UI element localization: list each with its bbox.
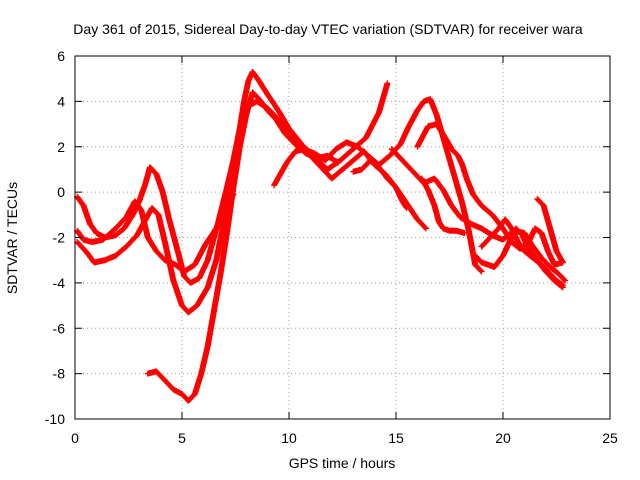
series-track-3 (74, 191, 237, 275)
data-points (414, 121, 566, 268)
series-track-7 (414, 121, 566, 268)
y-tick-label: -10 (45, 411, 65, 427)
y-tick-label: -2 (53, 230, 66, 246)
chart-title: Day 361 of 2015, Sidereal Day-to-day VTE… (73, 21, 583, 37)
series-track-10 (418, 175, 468, 236)
x-tick-label: 10 (281, 430, 297, 446)
y-tick-label: -6 (53, 320, 66, 336)
y-tick-label: 2 (57, 139, 65, 155)
y-tick-label: -8 (53, 366, 66, 382)
y-tick-label: -4 (53, 275, 66, 291)
data-points (418, 175, 468, 236)
grid-lines (75, 56, 610, 419)
data-points (350, 157, 410, 211)
series-track-11 (534, 195, 566, 266)
x-tick-label: 5 (178, 430, 186, 446)
x-tick-label: 20 (495, 430, 511, 446)
data-series (74, 68, 569, 404)
x-tick-label: 25 (602, 430, 618, 446)
data-points (144, 89, 342, 404)
y-tick-label: 4 (57, 93, 65, 109)
x-tick-label: 15 (388, 430, 404, 446)
axis-ticks: 0 5 10 15 20 25 -10 -8 -6 -4 -2 0 2 4 6 (45, 48, 618, 446)
data-points (472, 225, 566, 291)
data-points (74, 191, 237, 275)
series-track-4 (144, 89, 342, 404)
data-points (534, 195, 566, 266)
x-tick-label: 0 (71, 430, 79, 446)
y-tick-label: 6 (57, 48, 65, 64)
x-axis-label: GPS time / hours (289, 455, 396, 471)
series-track-9 (472, 225, 566, 291)
y-axis-label: SDTVAR / TECUs (4, 182, 20, 294)
series-track-12 (350, 157, 410, 211)
y-tick-label: 0 (57, 184, 65, 200)
